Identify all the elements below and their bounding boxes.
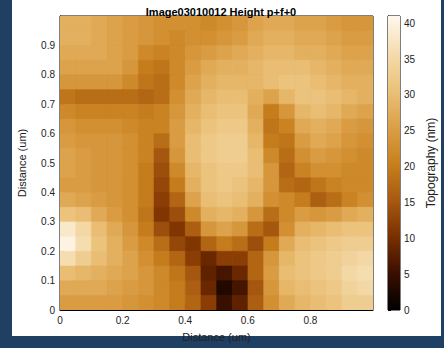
svg-text:0.2: 0.2 (116, 315, 130, 326)
svg-text:10: 10 (404, 233, 416, 244)
svg-text:0: 0 (57, 315, 63, 326)
svg-text:30: 30 (404, 89, 416, 100)
svg-text:0.2: 0.2 (41, 246, 55, 257)
svg-text:0.8: 0.8 (303, 315, 317, 326)
svg-text:40: 40 (404, 18, 416, 29)
svg-text:Image03010012 Height p+f+0: Image03010012 Height p+f+0 (146, 6, 296, 18)
svg-text:Distance (um): Distance (um) (182, 331, 250, 343)
svg-text:0.7: 0.7 (41, 99, 55, 110)
svg-text:0: 0 (49, 305, 55, 316)
svg-text:0.6: 0.6 (41, 128, 55, 139)
svg-text:0.8: 0.8 (41, 69, 55, 80)
svg-text:Topography (nm): Topography (nm) (424, 118, 438, 209)
svg-text:0.1: 0.1 (41, 275, 55, 286)
svg-text:0.5: 0.5 (41, 158, 55, 169)
svg-text:0.3: 0.3 (41, 216, 55, 227)
svg-text:25: 25 (404, 125, 416, 136)
svg-text:5: 5 (404, 269, 410, 280)
svg-text:15: 15 (404, 197, 416, 208)
svg-text:35: 35 (404, 54, 416, 65)
svg-text:0.4: 0.4 (178, 315, 192, 326)
svg-text:0: 0 (404, 305, 410, 316)
svg-text:0.6: 0.6 (241, 315, 255, 326)
svg-text:20: 20 (404, 161, 416, 172)
svg-text:0.9: 0.9 (41, 40, 55, 51)
svg-text:0.4: 0.4 (41, 187, 55, 198)
svg-text:Distance (um): Distance (um) (16, 129, 28, 197)
